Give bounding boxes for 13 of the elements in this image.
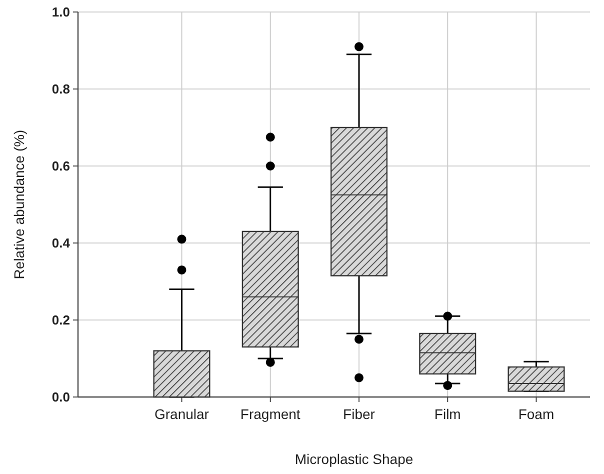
x-tick-label: Granular — [154, 406, 210, 422]
y-tick-label: 0.8 — [52, 82, 70, 97]
y-tick-label: 0.6 — [52, 158, 70, 174]
x-tick-label: Film — [434, 406, 461, 422]
x-tick-label: Fragment — [240, 406, 300, 422]
x-tick-label: Fiber — [343, 406, 376, 422]
y-tick-label: 0.4 — [52, 236, 71, 251]
y-tick-label: 1.0 — [52, 4, 70, 20]
x-tick-label: Foam — [518, 406, 554, 422]
y-tick-label: 0.2 — [52, 312, 70, 328]
x-axis-title: Microplastic Shape — [294, 451, 414, 467]
y-tick-label: 0.0 — [52, 390, 70, 405]
y-axis-title: Relative abundance (%) — [11, 130, 27, 280]
